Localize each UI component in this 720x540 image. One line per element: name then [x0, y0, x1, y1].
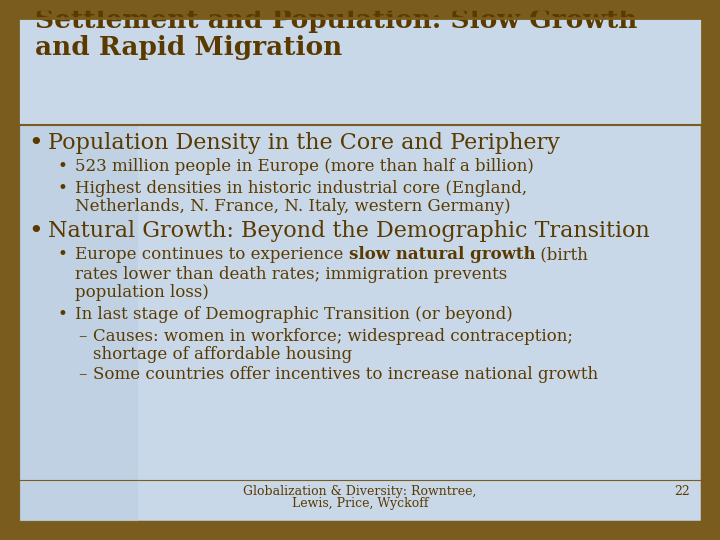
Text: Lewis, Price, Wyckoff: Lewis, Price, Wyckoff — [292, 497, 428, 510]
Text: 22: 22 — [674, 485, 690, 498]
Text: •: • — [58, 246, 68, 263]
Text: –: – — [78, 366, 86, 383]
Text: (birth: (birth — [535, 246, 588, 263]
FancyBboxPatch shape — [8, 8, 712, 532]
Text: •: • — [28, 220, 42, 243]
Text: Population Density in the Core and Periphery: Population Density in the Core and Perip… — [48, 132, 560, 154]
Text: –: – — [78, 328, 86, 345]
Text: •: • — [58, 180, 68, 197]
Text: •: • — [58, 306, 68, 323]
Text: rates lower than death rates; immigration prevents: rates lower than death rates; immigratio… — [75, 266, 508, 283]
Text: population loss): population loss) — [75, 284, 209, 301]
Text: Some countries offer incentives to increase national growth: Some countries offer incentives to incre… — [93, 366, 598, 383]
FancyBboxPatch shape — [18, 18, 702, 522]
Text: Natural Growth: Beyond the Demographic Transition: Natural Growth: Beyond the Demographic T… — [48, 220, 649, 242]
FancyBboxPatch shape — [18, 18, 138, 522]
Text: •: • — [28, 132, 42, 155]
Text: Netherlands, N. France, N. Italy, western Germany): Netherlands, N. France, N. Italy, wester… — [75, 198, 510, 215]
Text: Globalization & Diversity: Rowntree,: Globalization & Diversity: Rowntree, — [243, 485, 477, 498]
Text: Causes: women in workforce; widespread contraception;: Causes: women in workforce; widespread c… — [93, 328, 573, 345]
FancyBboxPatch shape — [18, 18, 702, 125]
Text: shortage of affordable housing: shortage of affordable housing — [93, 346, 352, 363]
Text: In last stage of Demographic Transition (or beyond): In last stage of Demographic Transition … — [75, 306, 513, 323]
Text: and Rapid Migration: and Rapid Migration — [35, 35, 342, 60]
Text: Europe continues to experience: Europe continues to experience — [75, 246, 348, 263]
Text: •: • — [58, 158, 68, 175]
Text: 523 million people in Europe (more than half a billion): 523 million people in Europe (more than … — [75, 158, 534, 175]
Text: Highest densities in historic industrial core (England,: Highest densities in historic industrial… — [75, 180, 527, 197]
Text: Settlement and Population: Slow Growth: Settlement and Population: Slow Growth — [35, 8, 637, 33]
Text: slow natural growth: slow natural growth — [348, 246, 535, 263]
